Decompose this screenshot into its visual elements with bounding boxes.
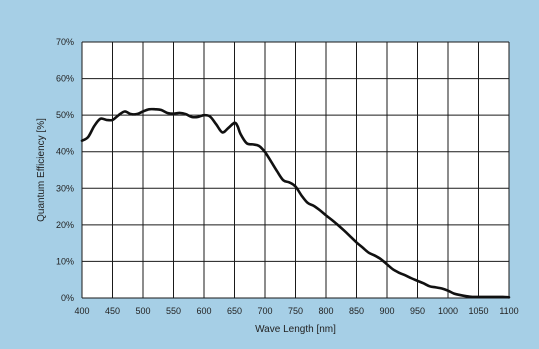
x-tick-label: 650 bbox=[227, 306, 242, 316]
series-line bbox=[80, 107, 511, 299]
y-tick-label: 0% bbox=[61, 293, 74, 303]
x-tick-label: 800 bbox=[318, 306, 333, 316]
x-tick-label: 500 bbox=[135, 306, 150, 316]
x-tick-label: 600 bbox=[196, 306, 211, 316]
y-tick-label: 40% bbox=[56, 147, 74, 157]
y-tick-labels: 0% 10% 20% 30% 40% 50% 60% 70% bbox=[56, 37, 74, 303]
x-tick-label: 1000 bbox=[438, 306, 458, 316]
x-tick-label: 400 bbox=[74, 306, 89, 316]
x-axis-title: Wave Length [nm] bbox=[255, 324, 336, 335]
series-lines bbox=[80, 107, 511, 299]
y-axis-title: Quantum Efficiency [%] bbox=[36, 118, 47, 222]
y-tick-label: 10% bbox=[56, 256, 74, 266]
x-tick-label: 950 bbox=[410, 306, 425, 316]
x-tick-label: 1050 bbox=[468, 306, 488, 316]
y-tick-label: 70% bbox=[56, 37, 74, 47]
y-tick-label: 60% bbox=[56, 74, 74, 84]
x-tick-label: 750 bbox=[288, 306, 303, 316]
y-tick-label: 50% bbox=[56, 110, 74, 120]
x-tick-label: 850 bbox=[349, 306, 364, 316]
x-tick-label: 900 bbox=[379, 306, 394, 316]
x-tick-labels: 400 450 500 550 600 650 700 750 800 850 900 950 1000… bbox=[74, 306, 518, 316]
x-tick-label: 1100 bbox=[499, 306, 518, 316]
y-tick-label: 20% bbox=[56, 220, 74, 230]
x-tick-label: 550 bbox=[166, 306, 181, 316]
grid-lines bbox=[81, 41, 510, 299]
x-tick-label: 450 bbox=[105, 306, 120, 316]
y-tick-label: 30% bbox=[56, 183, 74, 193]
x-tick-label: 700 bbox=[257, 306, 272, 316]
